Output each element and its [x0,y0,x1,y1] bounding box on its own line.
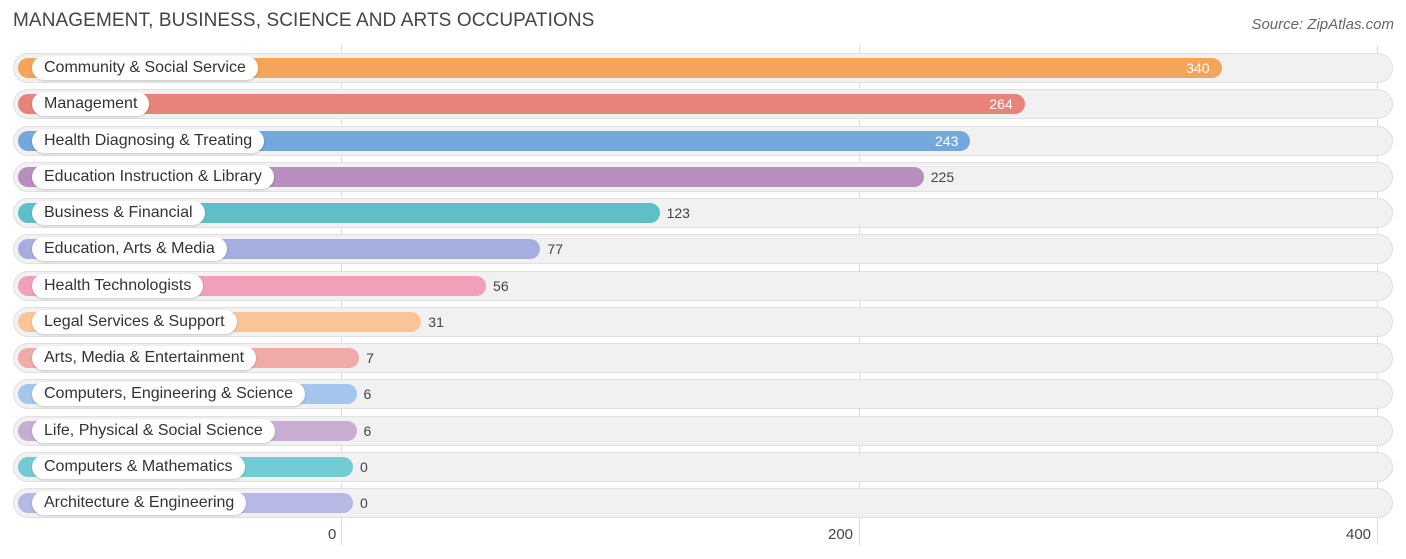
value-label: 6 [363,423,372,439]
value-label: 243 [935,133,959,149]
category-label: Computers, Engineering & Science [32,382,306,406]
category-label: Community & Social Service [32,56,258,80]
bar [18,58,1222,78]
value-label: 123 [666,205,690,221]
x-tick-label: 0 [328,526,337,543]
category-label: Computers & Mathematics [32,455,245,479]
category-label: Architecture & Engineering [32,491,247,515]
value-label: 7 [366,350,374,366]
value-label: 340 [1186,60,1210,76]
x-tick-label: 200 [828,526,854,543]
value-label: 6 [363,386,372,402]
category-label: Management [32,92,150,116]
value-label: 56 [493,278,509,294]
value-label: 264 [989,96,1013,112]
category-label: Life, Physical & Social Science [32,419,275,443]
category-label: Education, Arts & Media [32,237,227,261]
category-label: Legal Services & Support [32,310,237,334]
value-label: 77 [547,241,563,257]
category-label: Education Instruction & Library [32,165,274,189]
category-label: Health Diagnosing & Treating [32,129,265,153]
value-label: 225 [930,169,955,185]
value-label: 31 [428,314,444,330]
category-label: Business & Financial [32,201,205,225]
bar [18,94,1025,114]
source-label: Source: ZipAtlas.com [1251,16,1394,33]
value-label: 0 [360,495,368,511]
value-label: 0 [360,459,368,475]
x-tick-label: 400 [1346,526,1372,543]
category-label: Arts, Media & Entertainment [32,346,257,370]
chart-title: MANAGEMENT, BUSINESS, SCIENCE AND ARTS O… [13,10,595,31]
category-label: Health Technologists [32,274,204,298]
